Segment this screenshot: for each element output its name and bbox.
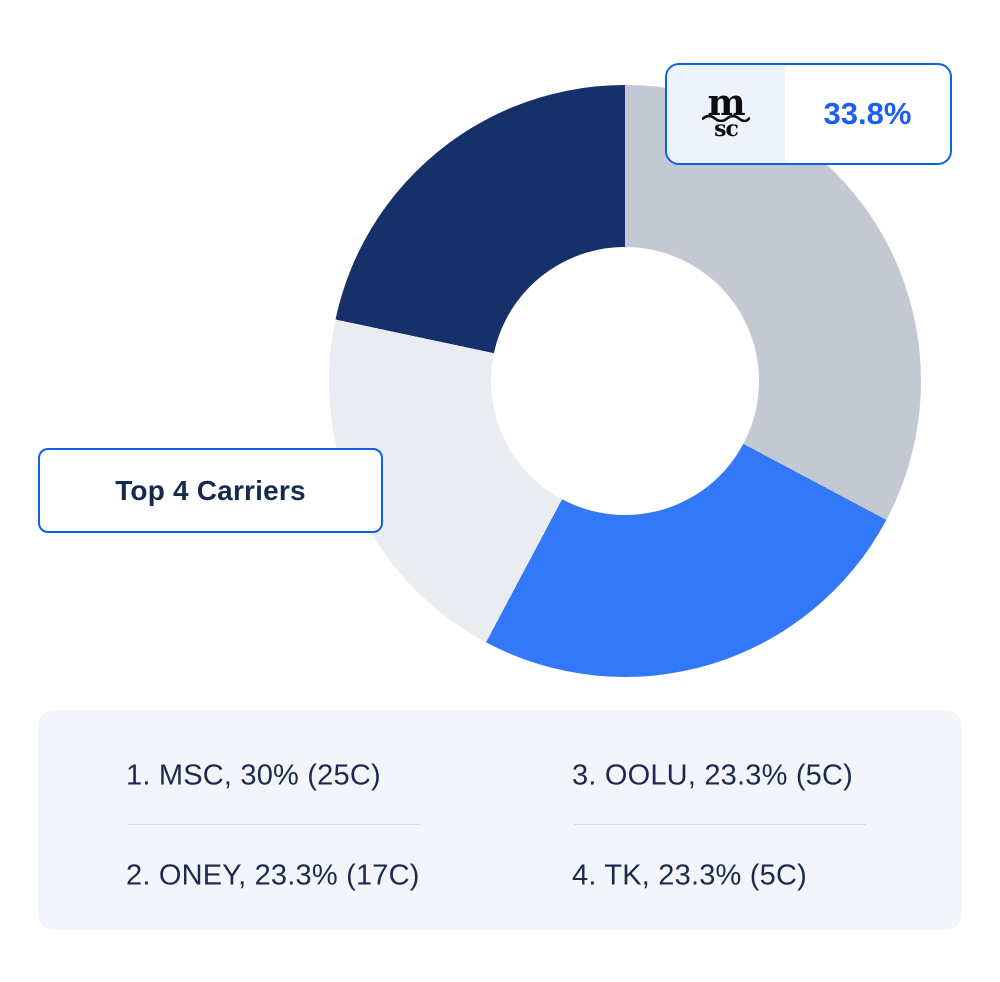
- top-4-carriers-label-box: Top 4 Carriers: [38, 448, 383, 533]
- msc-wave-icon: [702, 114, 750, 122]
- donut-chart[interactable]: [329, 85, 921, 677]
- msc-share-tooltip: m sc 33.8%: [665, 63, 952, 165]
- msc-logo-sc: sc: [714, 115, 739, 142]
- legend-item-msc: 1. MSC, 30% (25C): [126, 759, 381, 792]
- legend-item-oolu: 3. OOLU, 23.3% (5C): [572, 759, 854, 792]
- msc-share-value: 33.8%: [823, 96, 912, 131]
- legend-item-tk: 4. TK, 23.3% (5C): [572, 859, 807, 892]
- msc-logo-m: m: [707, 81, 745, 124]
- msc-logo: m sc: [667, 65, 785, 163]
- carriers-legend-panel: 1. MSC, 30% (25C) 2. ONEY, 23.3% (17C) 3…: [38, 710, 962, 930]
- chart-title: Top 4 Carriers: [115, 474, 306, 506]
- legend-divider-right: [574, 824, 866, 825]
- legend-divider-left: [128, 824, 420, 825]
- legend-item-oney: 2. ONEY, 23.3% (17C): [126, 859, 420, 892]
- donut-hole: [491, 247, 759, 515]
